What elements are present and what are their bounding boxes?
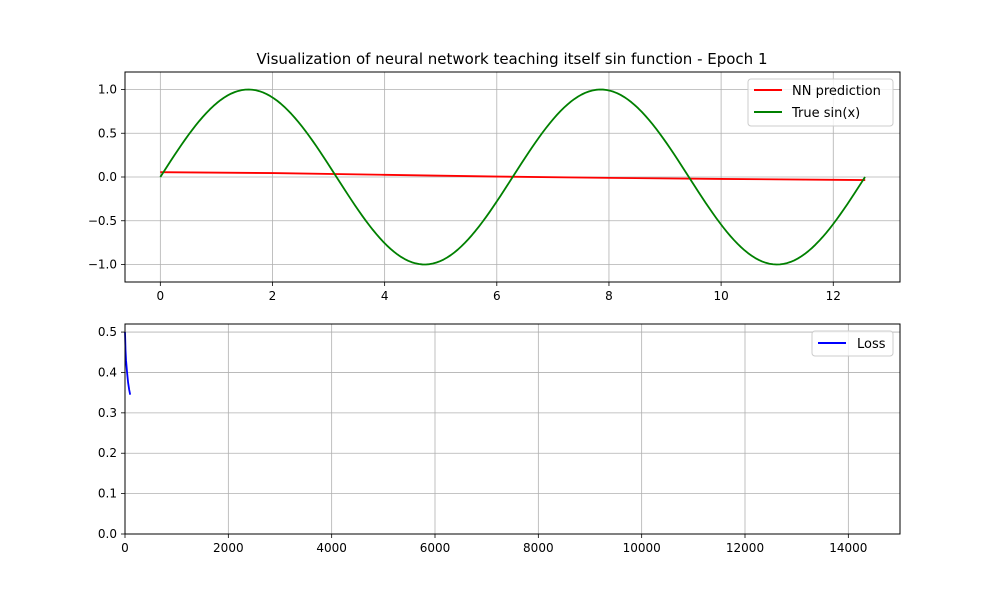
x-tick-label: 2000 — [213, 541, 244, 555]
x-tick-label: 0 — [157, 289, 165, 303]
y-axis-ticks: −1.0 −0.5 0.0 0.5 1.0 — [88, 83, 125, 272]
series-line-true-sin-x — [159, 88, 866, 266]
x-axis-ticks: 0 2000 4000 6000 8000 10000 12000 14000 — [121, 534, 867, 555]
y-tick-label: 0.3 — [98, 406, 117, 420]
x-tick-label: 8000 — [523, 541, 554, 555]
series-layer — [124, 332, 132, 395]
y-tick-label: 0.5 — [98, 325, 117, 339]
x-tick-label: 14000 — [829, 541, 867, 555]
y-tick-label: −1.0 — [88, 258, 117, 272]
legend: Loss — [811, 330, 894, 357]
y-tick-label: −0.5 — [88, 214, 117, 228]
x-tick-label: 4000 — [316, 541, 347, 555]
x-tick-label: 4 — [381, 289, 389, 303]
series-layer — [159, 88, 866, 266]
y-tick-label: 0.0 — [98, 527, 117, 541]
series-line-loss — [124, 332, 132, 395]
x-tick-label: 0 — [121, 541, 129, 555]
y-tick-label: 1.0 — [98, 83, 117, 97]
legend-box — [747, 78, 894, 127]
sin-chart: Visualization of neural network teaching… — [88, 50, 901, 303]
x-tick-label: 10000 — [623, 541, 661, 555]
y-tick-label: 0.5 — [98, 126, 117, 140]
x-tick-label: 12000 — [726, 541, 764, 555]
x-axis-ticks: 0 2 4 6 8 10 12 — [157, 282, 841, 303]
y-tick-label: 0.4 — [98, 365, 117, 379]
x-tick-label: 2 — [269, 289, 277, 303]
series-line-nn-prediction — [160, 171, 866, 181]
legend-box — [811, 330, 894, 357]
x-tick-label: 8 — [605, 289, 613, 303]
legend-label-true-sin: True sin(x) — [791, 106, 860, 121]
x-tick-label: 12 — [826, 289, 841, 303]
y-tick-label: 0.2 — [98, 446, 117, 460]
plot-area-frame — [124, 323, 901, 535]
x-tick-label: 10 — [713, 289, 728, 303]
y-axis-ticks: 0.0 0.1 0.2 0.3 0.4 0.5 — [98, 325, 125, 541]
x-tick-label: 6 — [493, 289, 501, 303]
chart-title: Visualization of neural network teaching… — [256, 50, 767, 68]
x-tick-label: 6000 — [420, 541, 451, 555]
legend-label-loss: Loss — [857, 337, 886, 352]
legend: NN prediction True sin(x) — [747, 78, 894, 127]
y-tick-label: 0.1 — [98, 487, 117, 501]
loss-chart: 0 2000 4000 6000 8000 10000 12000 14000 0.00.10… — [98, 323, 901, 555]
y-tick-label: 0.0 — [98, 170, 117, 184]
legend-label-nn-prediction: NN prediction — [792, 84, 881, 99]
